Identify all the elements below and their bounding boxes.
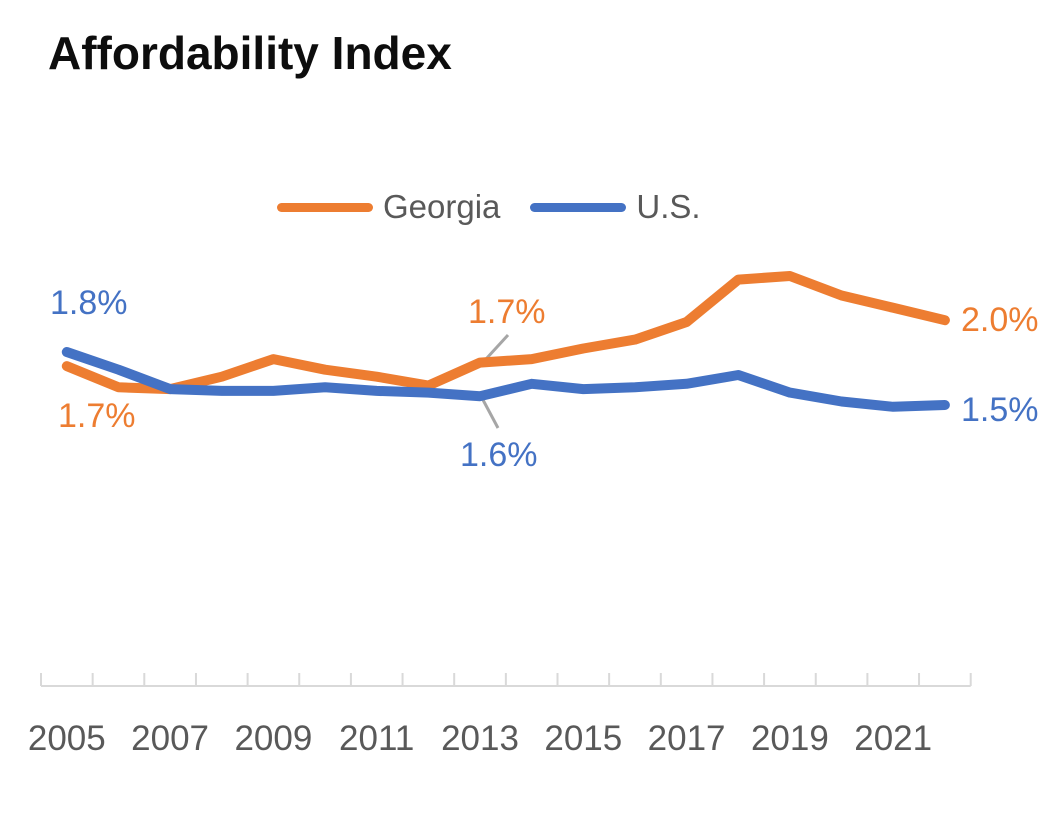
callout-leader-us-2013 — [480, 397, 500, 429]
x-tick-label-2019: 2019 — [750, 719, 829, 758]
x-tick-label-2011: 2011 — [339, 719, 415, 758]
legend-item-us: U.S. — [530, 188, 701, 226]
legend-item-georgia: Georgia — [277, 188, 500, 226]
legend-swatch-georgia — [277, 202, 373, 212]
x-tick-label-2007: 2007 — [131, 719, 210, 758]
x-tick-label-2017: 2017 — [647, 719, 726, 758]
data-label-us-2013: 1.6% — [460, 436, 538, 474]
data-label-us-2005: 1.8% — [50, 284, 128, 322]
chart-title: Affordability Index — [48, 27, 452, 79]
data-label-ga-2013: 1.7% — [468, 293, 546, 331]
legend: Georgia U.S. — [277, 188, 701, 226]
callout-leader-ga-2013 — [484, 333, 510, 361]
x-tick-label-2009: 2009 — [234, 719, 313, 758]
legend-label-us: U.S. — [636, 188, 701, 225]
legend-label-georgia: Georgia — [383, 188, 501, 225]
data-label-ga-2005: 1.7% — [58, 397, 136, 435]
series-line-georgia — [61, 271, 950, 395]
legend-swatch-us — [530, 202, 627, 212]
data-label-ga-2022: 2.0% — [961, 301, 1039, 339]
x-tick-label-2013: 2013 — [441, 719, 519, 758]
x-tick-label-2015: 2015 — [544, 719, 623, 758]
data-label-us-2022: 1.5% — [961, 391, 1039, 429]
series-line-us — [61, 347, 950, 412]
x-tick-label-2021: 2021 — [854, 719, 933, 758]
x-tick-label-2005: 2005 — [27, 719, 106, 758]
